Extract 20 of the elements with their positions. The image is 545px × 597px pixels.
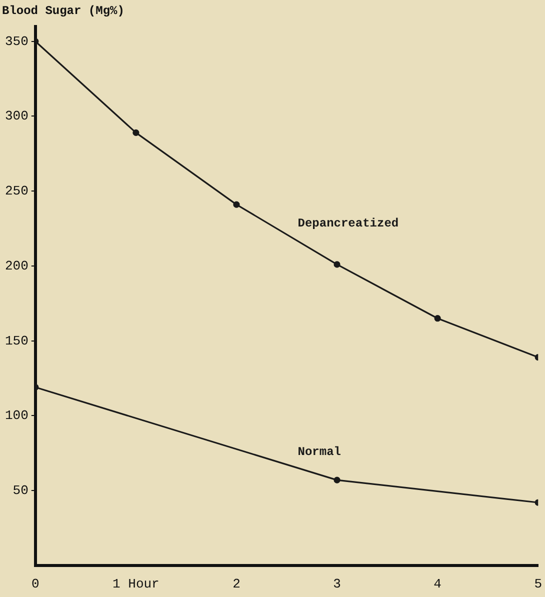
point	[334, 261, 340, 268]
y-tick-label: 350	[5, 34, 28, 49]
x-tick-label: 0	[32, 576, 40, 592]
x-tick-label: 3	[333, 576, 341, 592]
x-tick-label: 4	[434, 576, 442, 592]
y-tick-label: 200	[5, 258, 28, 274]
series-label: Normal	[298, 445, 341, 460]
x-tick-label: 5	[534, 576, 542, 592]
point	[233, 201, 240, 208]
y-tick-label: 250	[5, 184, 28, 199]
point	[132, 129, 140, 136]
x-tick-label: 1 Hour	[112, 576, 160, 592]
y-tick-label: 50	[12, 482, 28, 498]
y-tick-label: 100	[5, 408, 28, 424]
x-tick-label: 2	[232, 576, 240, 592]
point	[434, 315, 441, 322]
y-tick-label: 300	[5, 108, 28, 124]
y-tick-label: 150	[5, 333, 28, 348]
y-axis-title: Blood Sugar (Mg%)	[2, 4, 124, 18]
series-label: Depancreatized	[298, 216, 399, 231]
